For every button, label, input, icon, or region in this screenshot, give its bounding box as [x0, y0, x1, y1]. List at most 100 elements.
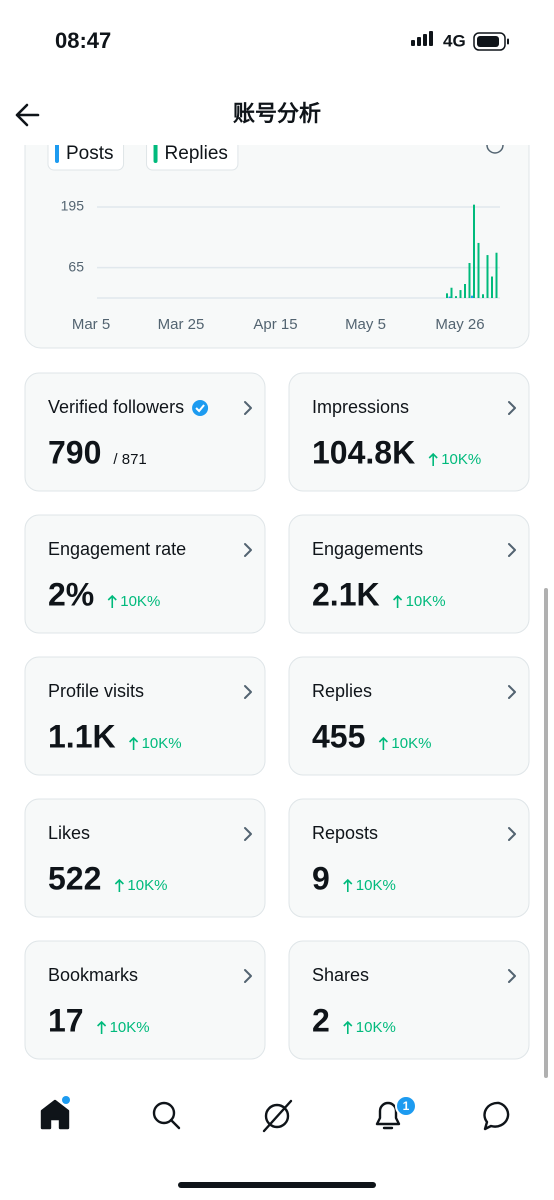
change-arrow — [107, 594, 117, 608]
metric-total: / 871 — [113, 451, 146, 468]
metric-card[interactable] — [288, 372, 530, 492]
metric-card[interactable] — [288, 940, 530, 1060]
chevron — [244, 827, 252, 841]
nav-grok[interactable] — [262, 1099, 293, 1133]
chevron — [508, 969, 516, 983]
metric-value: 1.1K — [48, 718, 116, 754]
home-dot — [62, 1096, 70, 1104]
metric-card[interactable] — [288, 798, 530, 918]
chevron — [508, 685, 516, 699]
metric-value: 455 — [312, 718, 365, 754]
metric-value: 2% — [48, 576, 94, 612]
metric-change: 10K% — [356, 1019, 396, 1036]
bar — [455, 296, 457, 298]
x-tick-label: Mar 5 — [72, 316, 110, 333]
legend-swatch — [55, 143, 59, 163]
nav-messages[interactable] — [483, 1101, 510, 1131]
chevron — [508, 543, 516, 557]
metric-card[interactable] — [24, 798, 266, 918]
metric-label: Verified followers — [48, 397, 184, 417]
home-indicator — [178, 1182, 376, 1188]
y-tick-label: 195 — [61, 198, 85, 214]
top-bar — [0, 0, 554, 145]
bar — [464, 284, 466, 298]
x-tick-label: Apr 15 — [253, 316, 297, 333]
bar — [450, 287, 453, 298]
x-tick-label: May 26 — [435, 316, 484, 333]
metric-label: Likes — [48, 823, 90, 843]
change-arrow — [114, 878, 124, 892]
metric-cards: Verified followers 790 / 871 Impressions 104… — [24, 372, 530, 1060]
bar — [495, 252, 498, 298]
metric-value: 17 — [48, 1002, 84, 1038]
change-arrow — [129, 736, 139, 750]
bar — [491, 276, 493, 298]
metric-label: Engagements — [312, 539, 423, 559]
metric-card[interactable] — [288, 656, 530, 776]
bar — [486, 255, 489, 298]
metric-value: 790 — [48, 434, 101, 470]
metric-change: 10K% — [110, 1019, 150, 1036]
change-arrow — [343, 878, 353, 892]
metric-label: Impressions — [312, 397, 409, 417]
metric-card[interactable] — [24, 514, 266, 634]
chevron — [508, 827, 516, 841]
back-button[interactable] — [15, 103, 40, 127]
chevron — [244, 543, 252, 557]
nav-home[interactable] — [40, 1099, 70, 1130]
metric-value: 104.8K — [312, 434, 415, 470]
metric-card[interactable] — [24, 656, 266, 776]
metric-label: Replies — [312, 681, 372, 701]
bottom-nav — [40, 1099, 510, 1133]
change-arrow — [428, 452, 438, 466]
chevron — [244, 969, 252, 983]
x-tick-label: May 5 — [345, 316, 386, 333]
metric-card[interactable] — [288, 514, 530, 634]
verified-badge — [192, 400, 209, 416]
metric-card[interactable] — [24, 940, 266, 1060]
change-arrow — [343, 1020, 353, 1034]
bar — [482, 294, 484, 298]
metric-change: 10K% — [356, 877, 396, 894]
metric-label: Shares — [312, 965, 369, 985]
metric-label: Profile visits — [48, 681, 144, 701]
metric-value: 2.1K — [312, 576, 380, 612]
bar — [459, 290, 462, 298]
metric-change: 10K% — [127, 877, 167, 894]
chevron — [244, 401, 252, 415]
status-network: 4G — [443, 31, 466, 50]
metric-value: 2 — [312, 1002, 330, 1038]
legend-swatch — [153, 143, 158, 163]
bar — [477, 242, 480, 298]
scrollbar — [544, 588, 548, 1078]
change-arrow — [393, 594, 403, 608]
change-arrow — [97, 1020, 107, 1034]
metric-value: 522 — [48, 860, 101, 896]
metric-value: 9 — [312, 860, 330, 896]
bar — [473, 204, 475, 298]
nav-notifications[interactable] — [375, 1101, 401, 1130]
chevron — [508, 401, 516, 415]
metric-change: 10K% — [391, 735, 431, 752]
notification-count: 1 — [403, 1099, 410, 1113]
metric-card[interactable] — [24, 372, 266, 492]
bar — [468, 263, 471, 298]
metric-change: 10K% — [142, 735, 182, 752]
metric-label: Engagement rate — [48, 539, 186, 559]
metric-label: Bookmarks — [48, 965, 138, 985]
x-tick-label: Mar 25 — [158, 316, 205, 333]
bar — [448, 296, 451, 298]
metric-change: 10K% — [441, 451, 481, 468]
legend-label: Posts — [66, 143, 114, 164]
bar — [471, 295, 473, 298]
y-tick-label: 65 — [68, 258, 84, 274]
metric-change: 10K% — [120, 593, 160, 610]
notification-badge — [395, 1095, 417, 1117]
nav-search[interactable] — [152, 1101, 181, 1130]
bar — [446, 293, 448, 298]
chevron — [244, 685, 252, 699]
signal-icon — [411, 31, 433, 46]
verified-check — [195, 404, 205, 413]
legend-label: Replies — [165, 143, 228, 164]
